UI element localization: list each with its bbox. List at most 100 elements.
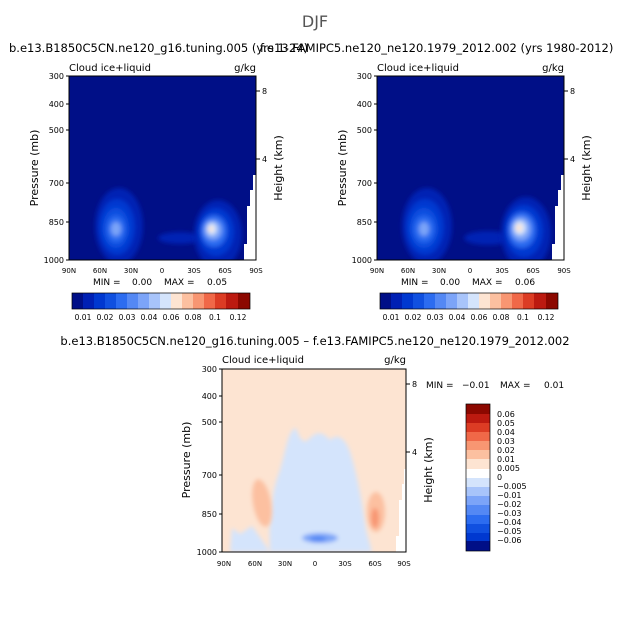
panel-2-ylabel-right: Height (km) [580,135,593,201]
panel-2-colorbar-label: 0.08 [493,313,510,322]
panel-1-colorbar-box [204,293,215,309]
panel-3-ytick-label: 300 [202,365,217,374]
panel-2-colorbar-box [501,293,512,309]
panel-3-colorbar-label: −0.06 [497,536,522,545]
panel-1-colorbar-box [138,293,149,309]
panel-1-colorbar-label: 0.04 [141,313,158,322]
panel-3-colorbar-label: 0.03 [497,437,515,446]
panel-1-colorbar: 0.01 0.02 0.03 0.04 0.06 0.08 0.1 0.12 [71,292,251,322]
panel-2-xtick-label: 30S [495,267,509,275]
panel-1-xtick-label: 60S [218,267,232,275]
panel-2-colorbar-box [457,293,468,309]
panel-3-colorbar-label: 0.01 [497,455,515,464]
panel-2-colorbar-box [435,293,446,309]
panel-2-title: f.e13.FAMIPC5.ne120_ne120.1979_2012.002 … [260,41,613,55]
panel-1-colorbar-box [160,293,171,309]
panel-1-colorbar-box [94,293,105,309]
panel-2-feature-sh [501,197,551,260]
panel-1-ytick-label: 500 [49,126,64,135]
panel-1-ytick-right-label: 4 [262,155,267,164]
panel-3-xtick-label: 60N [248,560,262,568]
panel-3-colorbar-label: 0.05 [497,419,515,428]
panel-2-colorbar-box [413,293,424,309]
panel-3-ylabel: Pressure (mb) [180,422,193,499]
panel-3-topography-mask [396,469,406,552]
panel-1-colorbar-label: 0.1 [209,313,221,322]
panel-2-colorbar-label: 0.1 [517,313,529,322]
panel-3-colorbar-label: −0.005 [497,482,527,491]
panel-2-ytick-label: 1000 [352,256,372,265]
panel-3-colorbar-box [466,524,490,533]
panel-1-colorbar-box [238,293,250,309]
panel-1-colorbar-box [105,293,116,309]
panel-1-ytick-label: 400 [49,100,64,109]
panel-1-colorbar-box [182,293,193,309]
panel-3-frame [221,368,407,553]
panel-2-colorbar-box [468,293,479,309]
panel-1-colorbar-label: 0.08 [185,313,202,322]
panel-3-colorbar-label: 0.06 [497,410,515,419]
panel-3-positive-sh-contour-2 [371,508,379,528]
panel-1-min-label: MIN = [93,278,121,288]
panel-2-sh-contour-6 [516,224,522,232]
panel-1-colorbar-label: 0.03 [119,313,136,322]
panel-3-colorbar-label: 0.005 [497,464,520,473]
panel-3-minmax: MIN = −0.01 MAX = 0.01 [426,381,564,391]
panel-2-colorbar-label: 0.03 [427,313,444,322]
panel-2-xtick-label: 90S [557,267,571,275]
panel-2-feature-tropics [464,231,512,245]
panel-2-colorbar-box [490,293,501,309]
panel-1-title: b.e13.B1850C5CN.ne120_g16.tuning.005 (yr… [9,41,308,55]
panel-1-colorbar-box [171,293,182,309]
panel-1-colorbar-box [83,293,94,309]
panel-2-ylabel: Pressure (mb) [336,130,349,207]
panel-3-ylabel-right: Height (km) [422,437,435,503]
panel-1-colorbar-label: 0.01 [75,313,92,322]
panel-3-ytick-right-label: 4 [412,448,417,457]
panel-3-colorbar-label: 0.04 [497,428,515,437]
panel-1-colorbar-box [193,293,204,309]
panel-2-colorbar-label: 0.12 [538,313,555,322]
panel-3-colorbar: 0.06 0.05 0.04 0.03 0.02 0.01 0.005 0 −0… [465,403,527,552]
panel-2-xtick-label: 60N [401,267,415,275]
panel-1-colorbar-box [226,293,238,309]
panel-3-ytick-right-label: 8 [412,380,417,389]
panel-3-x-ticks: 90N 60N 30N 0 30S 60S 90S [217,560,411,568]
panel-2-colorbar-box [534,293,546,309]
panel-2-colorbar-box [512,293,523,309]
panel-2-colorbar-box [446,293,457,309]
panel-1-max-value: 0.05 [207,278,227,288]
panel-2-max-label: MAX = [472,278,503,288]
panel-3-colorbar-box [466,478,490,487]
panel-3-min-label: MIN = [426,381,454,391]
panel-2-topography-mask [552,175,564,260]
panel-1-tropics-contour-1 [158,232,202,244]
panel-3-y-ticks: 300 400 500 700 850 1000 [197,365,222,557]
panel-1-colorbar-box [116,293,127,309]
panel-1-min-value: 0.00 [132,278,152,288]
panel-2-min-label: MIN = [401,278,429,288]
panel-3-negative-contour-1 [269,428,372,552]
panel-1-sh-contour-6 [208,226,214,232]
panel-3-negative-region [230,428,372,552]
panel-2-frame [376,75,565,261]
panel-2-tropics-contour-1 [464,231,512,245]
panel-2-variable-label: Cloud ice+liquid [377,63,459,74]
panel-1-y-right-ticks: 8 4 [256,87,267,164]
panel-3-colorbar-box [466,450,490,459]
panel-1-ytick-right-label: 8 [262,87,267,96]
panel-2-ytick-label: 700 [357,179,372,188]
panel-3-positive-region-nh [252,479,272,527]
panel-3-colorbar-label: −0.01 [497,491,522,500]
panel-2-xtick-label: 60S [526,267,540,275]
panel-3-y-right-ticks: 8 4 [406,380,417,457]
panel-3-xtick-label: 30S [338,560,352,568]
panel-3-colorbar-box [466,469,490,478]
panel-3-colorbar-box [466,505,490,515]
panel-1-ytick-label: 300 [49,72,64,81]
panel-2-colorbar-label: 0.01 [383,313,400,322]
panel-3-colorbar-box [466,515,490,524]
panel-1-minmax: MIN = 0.00 MAX = 0.05 [93,278,227,288]
panel-2: f.e13.FAMIPC5.ne120_ne120.1979_2012.002 … [260,41,613,322]
